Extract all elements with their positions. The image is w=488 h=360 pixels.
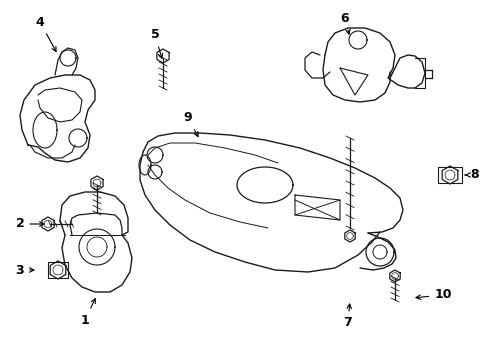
Text: 10: 10 xyxy=(415,288,451,301)
Text: 5: 5 xyxy=(150,28,163,58)
Text: 8: 8 xyxy=(464,168,478,181)
Text: 1: 1 xyxy=(81,299,95,327)
Text: 9: 9 xyxy=(183,112,198,136)
Text: 7: 7 xyxy=(343,304,352,329)
Text: 4: 4 xyxy=(36,15,56,51)
Text: 3: 3 xyxy=(16,264,34,276)
Text: 6: 6 xyxy=(340,12,349,34)
Text: 2: 2 xyxy=(16,217,44,230)
